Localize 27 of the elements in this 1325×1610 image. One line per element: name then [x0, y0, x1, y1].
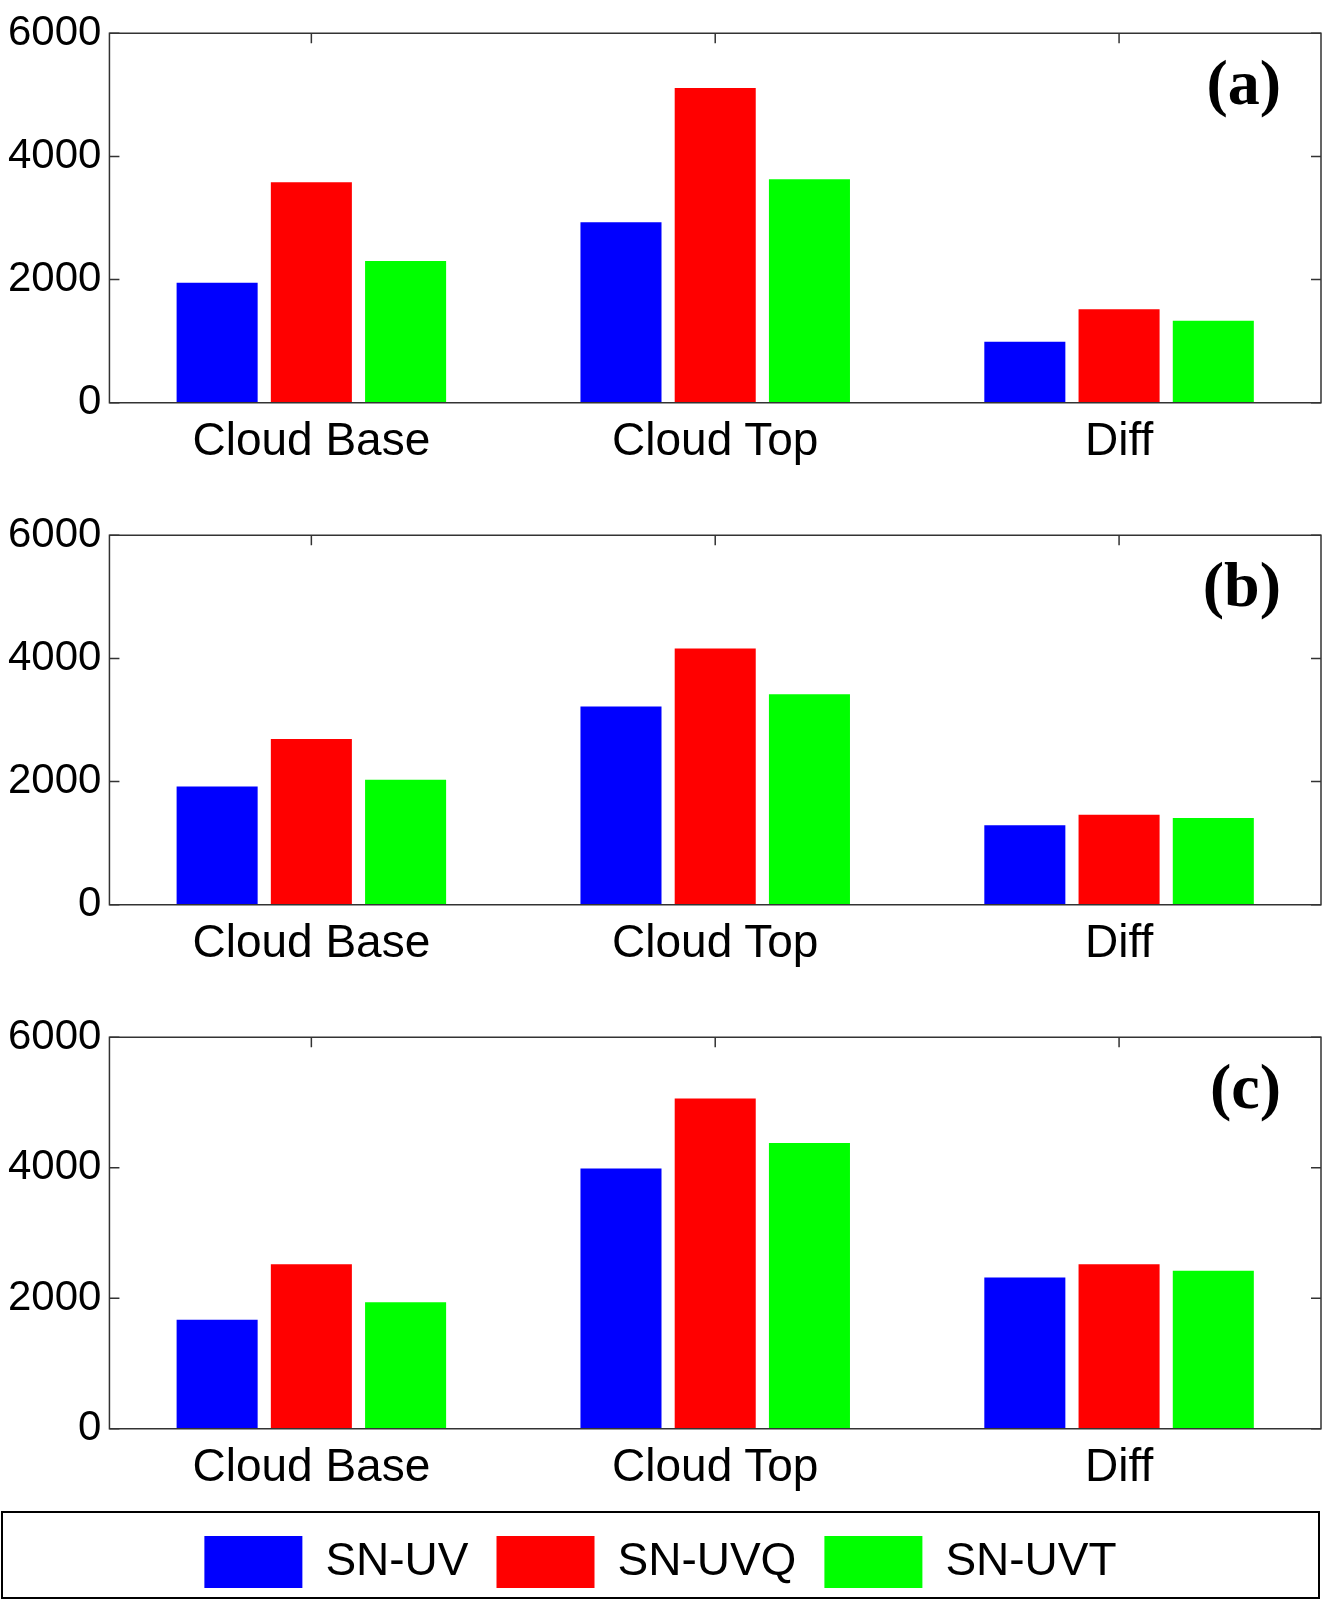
y-tick-label: 2000	[8, 1271, 102, 1319]
y-tick-label: 2000	[8, 755, 102, 803]
x-tick-label: Diff	[1084, 915, 1154, 968]
x-tick-label: Cloud Base	[192, 915, 431, 968]
x-tick-label: Cloud Top	[612, 413, 819, 466]
annotation: (c)	[1209, 1050, 1281, 1122]
x-tick-label: Cloud Base	[192, 1439, 431, 1492]
legend-label: SN-UVT	[945, 1532, 1117, 1585]
y-tick-label: 0	[78, 878, 102, 926]
x-tick-label: Diff	[1084, 413, 1154, 466]
x-tick-label: Cloud Top	[612, 1439, 819, 1492]
y-tick-label: 4000	[8, 129, 102, 177]
legend-label: SN-UVQ	[617, 1532, 797, 1585]
y-tick-label: 6000	[8, 508, 102, 556]
y-tick-label: 0	[78, 1402, 102, 1450]
y-tick-label: 0	[78, 376, 102, 424]
y-tick-label: 4000	[8, 1141, 102, 1189]
x-tick-label: Cloud Base	[192, 413, 431, 466]
y-tick-label: 2000	[8, 253, 102, 301]
annotation: (b)	[1202, 548, 1281, 620]
y-tick-label: 6000	[8, 1010, 102, 1058]
legend-label: SN-UV	[325, 1532, 469, 1585]
x-tick-label: Cloud Top	[612, 915, 819, 968]
y-tick-label: 4000	[8, 631, 102, 679]
x-tick-label: Diff	[1084, 1439, 1154, 1492]
y-tick-label: 6000	[8, 6, 102, 54]
annotation: (a)	[1206, 46, 1281, 118]
